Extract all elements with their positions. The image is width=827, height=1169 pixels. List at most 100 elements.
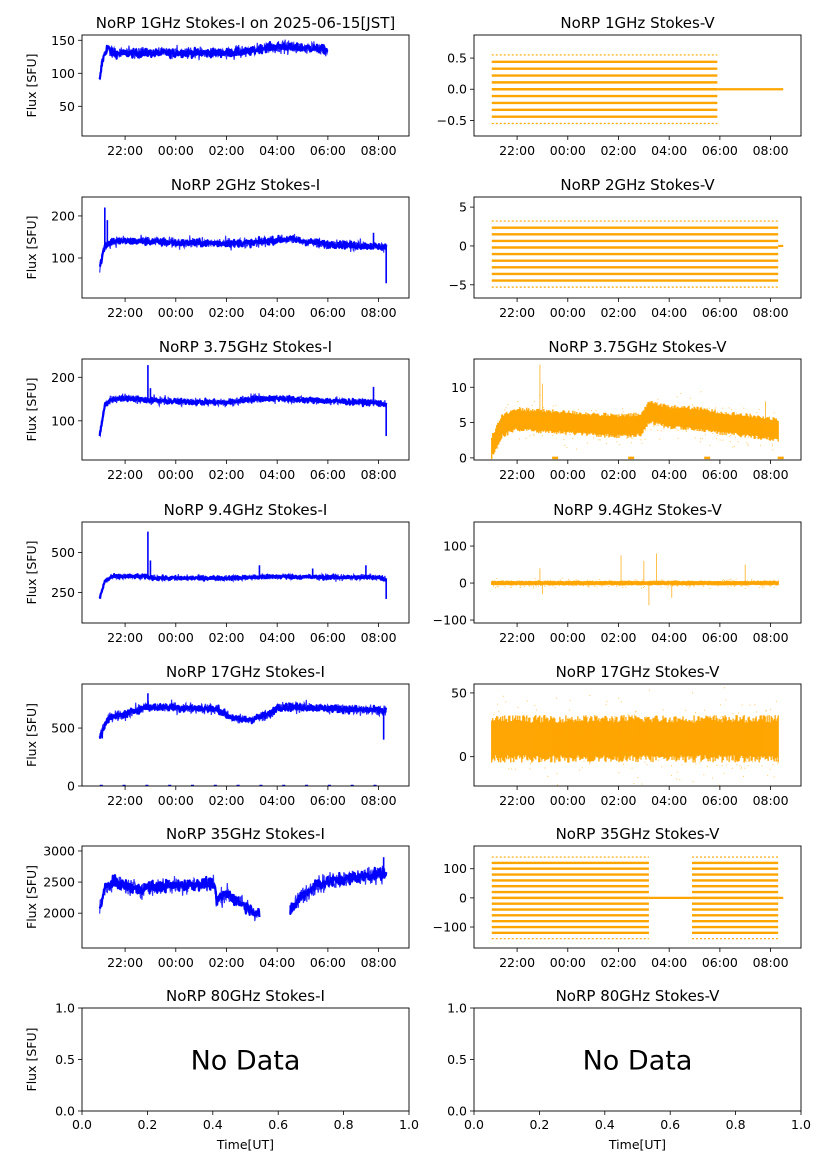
stokes-v-dot (659, 415, 661, 417)
stokes-v-dot (640, 420, 642, 422)
x-tick-label: 06:00 (702, 955, 738, 970)
stokes-v-dot (597, 417, 599, 419)
stokes-v-dot (775, 426, 777, 428)
stokes-v-dot (676, 428, 678, 430)
stokes-v-dot (760, 429, 762, 431)
stokes-v-dot (534, 744, 536, 746)
stokes-v-dot (501, 428, 503, 430)
x-tick-label: 00:00 (158, 143, 194, 158)
stokes-v-dot (723, 745, 725, 747)
stokes-v-dot (529, 413, 531, 415)
stokes-v-dot (569, 584, 571, 586)
stokes-v-dot (559, 425, 561, 427)
stokes-v-dot (749, 704, 751, 706)
stokes-v-dot (497, 703, 499, 705)
stokes-v-dot (547, 427, 549, 429)
stokes-v-dot (616, 580, 618, 582)
stokes-v-dot (625, 583, 627, 585)
stokes-v-dot (532, 584, 534, 586)
stokes-v-dot (667, 736, 669, 738)
stokes-v-dot (596, 586, 598, 588)
stokes-v-dot (569, 421, 571, 423)
stokes-v-dot (721, 584, 723, 586)
stokes-v-dot (761, 586, 763, 588)
x-tick-label: 22:00 (107, 793, 143, 808)
stokes-v-dot (535, 582, 537, 584)
stokes-v-dot (763, 431, 765, 433)
stokes-v-dot (732, 713, 734, 715)
stokes-v-dot (634, 728, 636, 730)
stokes-v-dot (734, 757, 736, 759)
stokes-v-dot (730, 408, 732, 410)
stokes-v-dot (516, 721, 518, 723)
stokes-v-dot (709, 587, 711, 589)
stokes-v-dot (600, 424, 602, 426)
stokes-v-dot (586, 579, 588, 581)
stokes-v-dot (563, 411, 565, 413)
stokes-v-dot (725, 726, 727, 728)
stokes-v-dot (572, 725, 574, 727)
stokes-v-dot (712, 732, 714, 734)
stokes-v-dot (722, 718, 724, 720)
chart-title: NoRP 80GHz Stokes-V (556, 987, 721, 1005)
stokes-v-dot (532, 759, 534, 761)
stokes-v-dot (493, 724, 495, 726)
stokes-v-dot (655, 717, 657, 719)
stokes-v-dot (655, 582, 657, 584)
stokes-v-dot (692, 692, 694, 694)
stokes-v-dot (765, 581, 767, 583)
stokes-v-dot (572, 438, 574, 440)
stokes-v-dot (610, 581, 612, 583)
stokes-v-dot (726, 415, 728, 417)
stokes-v-dot (640, 439, 642, 441)
stokes-v-dot (723, 759, 725, 761)
stokes-v-dot (583, 584, 585, 586)
stokes-v-dot (651, 401, 653, 403)
stokes-v-dot (595, 581, 597, 583)
stokes-v-dot (557, 584, 559, 586)
stokes-v-dot (674, 735, 676, 737)
chart-title: NoRP 1GHz Stokes-I on 2025-06-15[JST] (96, 14, 396, 32)
stokes-v-dot (649, 689, 651, 691)
stokes-v-dot (680, 425, 682, 427)
stokes-v-dot (687, 729, 689, 731)
stokes-v-dot (586, 754, 588, 756)
stokes-v-dot (660, 430, 662, 432)
stokes-v-dot (623, 584, 625, 586)
stokes-v-dot (754, 755, 756, 757)
stokes-v-dot (633, 736, 635, 738)
x-tick-label: 08:00 (361, 467, 397, 482)
stokes-v-dot (680, 392, 682, 394)
stokes-v-dot (735, 578, 737, 580)
y-tick-label: 0.5 (447, 1052, 467, 1067)
stokes-v-dot (529, 768, 531, 770)
stokes-v-dot (504, 586, 506, 588)
stokes-v-dot (560, 413, 562, 415)
stokes-v-dot (588, 586, 590, 588)
stokes-v-dot (609, 424, 611, 426)
stokes-v-dot (506, 737, 508, 739)
stokes-v-dot (493, 736, 495, 738)
stokes-v-dot (537, 581, 539, 583)
stokes-v-dot (555, 582, 557, 584)
stokes-v-dot (698, 582, 700, 584)
stokes-v-dot (690, 421, 692, 423)
stokes-v-dot (688, 583, 690, 585)
stokes-v-dot (612, 418, 614, 420)
stokes-v-dot (588, 763, 590, 765)
stokes-v-dot (562, 428, 564, 430)
stokes-v-dot (498, 710, 500, 712)
stokes-v-dot (615, 425, 617, 427)
stokes-v-dot (677, 437, 679, 439)
stokes-v-dot (519, 412, 521, 414)
stokes-v-dot (505, 407, 507, 409)
stokes-v-dot (728, 730, 730, 732)
stokes-v-dot (551, 582, 553, 584)
plot-frame (473, 196, 802, 299)
stokes-v-dot (506, 726, 508, 728)
stokes-v-dot (584, 581, 586, 583)
stokes-v-dot (550, 583, 552, 585)
stokes-v-dot (761, 581, 763, 583)
y-tick-label: 0 (67, 779, 75, 794)
stokes-v-dot (730, 578, 732, 580)
